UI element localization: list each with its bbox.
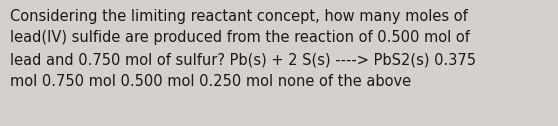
Text: Considering the limiting reactant concept, how many moles of
lead(IV) sulfide ar: Considering the limiting reactant concep…	[10, 9, 476, 89]
